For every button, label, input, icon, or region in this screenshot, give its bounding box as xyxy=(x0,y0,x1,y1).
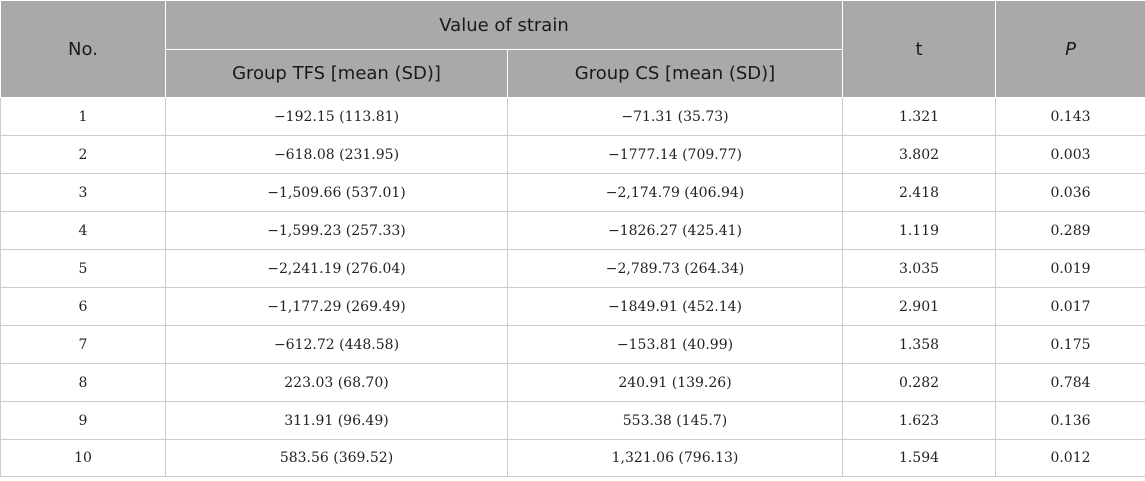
table-row: 1 −192.15 (113.81) −71.31 (35.73) 1.321 … xyxy=(0,97,1145,136)
cell-group-tfs: −1,177.29 (269.49) xyxy=(165,287,508,326)
cell-t: 3.035 xyxy=(842,249,996,288)
cell-p: 0.019 xyxy=(995,249,1145,288)
cell-group-tfs: −192.15 (113.81) xyxy=(165,97,508,136)
cell-no: 3 xyxy=(0,173,166,212)
cell-no: 10 xyxy=(0,439,166,477)
cell-t: 1.358 xyxy=(842,325,996,364)
cell-t: 3.802 xyxy=(842,135,996,174)
cell-no: 1 xyxy=(0,97,166,136)
cell-group-tfs: 223.03 (68.70) xyxy=(165,363,508,402)
header-no: No. xyxy=(0,0,166,98)
cell-group-cs: −71.31 (35.73) xyxy=(507,97,843,136)
cell-group-tfs: −1,599.23 (257.33) xyxy=(165,211,508,250)
table-header: No. Value of strain t P Group TFS [mean … xyxy=(0,0,1145,98)
cell-group-tfs: −1,509.66 (537.01) xyxy=(165,173,508,212)
table-row: 9 311.91 (96.49) 553.38 (145.7) 1.623 0.… xyxy=(0,401,1145,440)
cell-p: 0.017 xyxy=(995,287,1145,326)
cell-group-tfs: 311.91 (96.49) xyxy=(165,401,508,440)
cell-no: 8 xyxy=(0,363,166,402)
cell-no: 5 xyxy=(0,249,166,288)
cell-group-cs: −1777.14 (709.77) xyxy=(507,135,843,174)
table-row: 3 −1,509.66 (537.01) −2,174.79 (406.94) … xyxy=(0,173,1145,212)
cell-group-cs: 553.38 (145.7) xyxy=(507,401,843,440)
header-group-tfs: Group TFS [mean (SD)] xyxy=(165,49,508,98)
cell-p: 0.143 xyxy=(995,97,1145,136)
cell-p: 0.784 xyxy=(995,363,1145,402)
cell-group-cs: −1826.27 (425.41) xyxy=(507,211,843,250)
cell-t: 1.623 xyxy=(842,401,996,440)
cell-group-tfs: −618.08 (231.95) xyxy=(165,135,508,174)
cell-t: 2.901 xyxy=(842,287,996,326)
cell-no: 2 xyxy=(0,135,166,174)
header-value-of-strain: Value of strain xyxy=(165,0,843,50)
cell-group-cs: −153.81 (40.99) xyxy=(507,325,843,364)
table-row: 2 −618.08 (231.95) −1777.14 (709.77) 3.8… xyxy=(0,135,1145,174)
cell-group-cs: 240.91 (139.26) xyxy=(507,363,843,402)
cell-t: 1.321 xyxy=(842,97,996,136)
cell-no: 4 xyxy=(0,211,166,250)
cell-group-cs: −2,174.79 (406.94) xyxy=(507,173,843,212)
cell-group-cs: −1849.91 (452.14) xyxy=(507,287,843,326)
cell-p: 0.289 xyxy=(995,211,1145,250)
table-row: 4 −1,599.23 (257.33) −1826.27 (425.41) 1… xyxy=(0,211,1145,250)
table-row: 6 −1,177.29 (269.49) −1849.91 (452.14) 2… xyxy=(0,287,1145,326)
cell-t: 1.594 xyxy=(842,439,996,477)
cell-group-cs: 1,321.06 (796.13) xyxy=(507,439,843,477)
cell-group-tfs: 583.56 (369.52) xyxy=(165,439,508,477)
cell-no: 6 xyxy=(0,287,166,326)
header-p: P xyxy=(995,0,1145,98)
cell-p: 0.136 xyxy=(995,401,1145,440)
header-t: t xyxy=(842,0,996,98)
table-row: 5 −2,241.19 (276.04) −2,789.73 (264.34) … xyxy=(0,249,1145,288)
cell-no: 9 xyxy=(0,401,166,440)
cell-group-tfs: −612.72 (448.58) xyxy=(165,325,508,364)
cell-group-cs: −2,789.73 (264.34) xyxy=(507,249,843,288)
table-body: 1 −192.15 (113.81) −71.31 (35.73) 1.321 … xyxy=(0,97,1145,477)
header-group-cs: Group CS [mean (SD)] xyxy=(507,49,843,98)
cell-t: 2.418 xyxy=(842,173,996,212)
cell-t: 0.282 xyxy=(842,363,996,402)
cell-no: 7 xyxy=(0,325,166,364)
cell-p: 0.036 xyxy=(995,173,1145,212)
cell-group-tfs: −2,241.19 (276.04) xyxy=(165,249,508,288)
table-row: 7 −612.72 (448.58) −153.81 (40.99) 1.358… xyxy=(0,325,1145,364)
cell-t: 1.119 xyxy=(842,211,996,250)
table-row: 8 223.03 (68.70) 240.91 (139.26) 0.282 0… xyxy=(0,363,1145,402)
cell-p: 0.175 xyxy=(995,325,1145,364)
cell-p: 0.012 xyxy=(995,439,1145,477)
table-row: 10 583.56 (369.52) 1,321.06 (796.13) 1.5… xyxy=(0,439,1145,477)
cell-p: 0.003 xyxy=(995,135,1145,174)
